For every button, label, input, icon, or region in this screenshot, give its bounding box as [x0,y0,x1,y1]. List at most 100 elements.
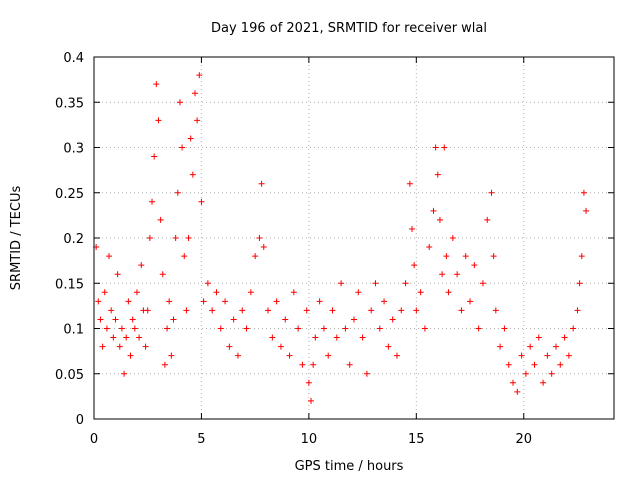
data-point [121,370,128,377]
data-point [146,235,153,241]
data-point [565,352,572,359]
data-point [510,379,517,386]
data-point [497,343,504,350]
data-point [389,316,396,323]
data-point [303,307,310,314]
data-point [462,253,469,260]
y-tick-label: 0.3 [63,142,84,157]
data-point [183,307,190,314]
data-point [436,216,443,223]
data-point [557,361,564,368]
data-point [385,343,392,350]
data-point [290,289,297,296]
data-point [172,235,179,241]
data-point [514,388,521,395]
data-point [471,262,478,269]
y-tick-label: 0.35 [55,96,84,111]
data-point [325,352,332,359]
data-point [151,153,158,160]
data-point [413,307,420,314]
data-point [164,325,171,332]
data-point [518,352,525,359]
grid-layer [94,57,614,419]
data-point [492,307,499,314]
data-point [277,343,284,350]
data-point [576,280,583,287]
data-point [144,307,151,314]
data-point [181,253,188,260]
data-point [256,235,263,241]
data-point [217,325,224,332]
data-point [209,307,216,314]
data-point [376,325,383,332]
data-point [114,271,121,278]
data-point [176,99,183,106]
data-point [222,298,229,305]
y-tick-label: 0.05 [55,368,84,383]
data-point [540,379,547,386]
data-point [409,225,416,232]
data-point [196,72,203,79]
data-point [467,298,474,305]
x-tick-label: 5 [197,432,205,447]
data-point [552,343,559,350]
data-point [421,325,428,332]
data-point [531,361,538,368]
data-point [355,289,362,296]
data-point [316,298,323,305]
data-point [381,298,388,305]
data-point [142,343,149,350]
data-point [149,198,156,205]
data-point [368,307,375,314]
data-point [522,370,529,377]
data-point [505,361,512,368]
data-point [118,325,125,332]
data-point [454,271,461,278]
data-point [157,216,164,223]
data-point [131,325,138,332]
data-point [445,289,452,296]
data-point [479,280,486,287]
data-point [544,352,551,359]
data-point [179,144,186,151]
data-point [475,325,482,332]
data-point [363,370,370,377]
data-point [346,361,353,368]
data-point [561,334,568,341]
y-tick-label: 0.2 [63,232,84,247]
data-point [258,180,265,187]
data-point [583,207,590,214]
y-tick-label: 0.4 [63,51,84,66]
data-point [351,316,357,323]
data-point [484,216,491,223]
y-axis-label: SRMTID / TECUs [9,186,24,291]
data-point [490,253,497,260]
data-point [155,117,162,124]
data-point [320,325,327,332]
data-point [187,135,194,142]
data-point [443,253,450,260]
data-point [269,334,276,341]
data-point [161,361,168,368]
data-point [372,280,379,287]
data-point [310,361,317,368]
data-point [305,379,312,386]
x-tick-label: 0 [90,432,98,447]
data-point [411,262,418,269]
data-point [138,262,145,269]
data-point [393,352,400,359]
data-point [308,397,315,404]
data-point [439,271,446,278]
data-point [204,280,211,287]
data-point [129,316,136,323]
data-point [430,207,437,214]
data-point [95,298,102,305]
data-point [123,334,130,341]
x-tick-label: 15 [408,432,425,447]
data-point [116,343,123,350]
data-point [194,117,201,124]
data-point [136,334,143,341]
data-point [398,307,405,314]
data-point [265,307,272,314]
data-point [488,189,495,196]
